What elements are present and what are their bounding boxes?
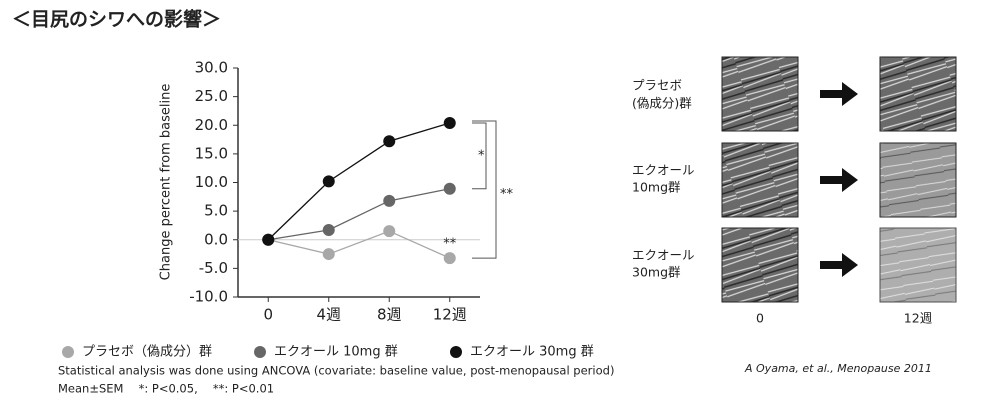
y-tick-label: 30.0 bbox=[195, 59, 228, 77]
y-tick-label: 0.0 bbox=[204, 230, 228, 248]
chart-title: ＜目尻のシワへの影響＞ bbox=[12, 8, 221, 31]
photos bbox=[721, 56, 957, 303]
y-axis-label: Change percent from baseline bbox=[159, 84, 174, 281]
y-tick-label: 5.0 bbox=[204, 202, 228, 220]
point bbox=[383, 194, 396, 207]
x-tick-label: 8週 bbox=[377, 306, 402, 324]
point bbox=[322, 248, 335, 261]
photo-row-label: エクオール bbox=[632, 248, 695, 263]
legend-marker bbox=[450, 346, 462, 358]
note: Statistical analysis was done using ANCO… bbox=[58, 364, 614, 378]
x-tick-label: 12週 bbox=[433, 306, 467, 324]
x-tick-label: 4週 bbox=[316, 306, 341, 324]
photo bbox=[879, 56, 957, 132]
point bbox=[322, 175, 335, 188]
arrow bbox=[820, 82, 858, 106]
note: Mean±SEM *: P<0.05, **: P<0.01 bbox=[58, 382, 274, 396]
point bbox=[443, 182, 456, 195]
annotation: * bbox=[478, 148, 485, 163]
photo bbox=[721, 227, 799, 303]
photo-row-label: プラセボ bbox=[632, 78, 682, 93]
citation: A Oyama, et al., Menopause 2011 bbox=[744, 362, 932, 375]
arrow bbox=[820, 253, 858, 277]
photo-row-label: エクオール bbox=[632, 163, 695, 178]
point bbox=[322, 224, 335, 237]
bracket bbox=[472, 120, 497, 259]
legend-marker bbox=[62, 346, 74, 358]
legend-label: エクオール 10mg 群 bbox=[274, 345, 398, 360]
photo bbox=[721, 142, 799, 218]
y-tick-label: -10.0 bbox=[189, 288, 228, 306]
point bbox=[443, 116, 456, 129]
legend-label: プラセボ（偽成分）群 bbox=[82, 345, 212, 360]
legend-label: エクオール 30mg 群 bbox=[470, 345, 594, 360]
point bbox=[383, 225, 396, 238]
point bbox=[443, 252, 456, 265]
photo bbox=[879, 142, 957, 218]
photo bbox=[721, 56, 799, 132]
annotation: ** bbox=[500, 187, 514, 202]
point bbox=[383, 135, 396, 148]
y-tick-label: 10.0 bbox=[195, 173, 228, 191]
photo-row-label: 10mg群 bbox=[632, 180, 681, 195]
photo-column-label: 0 bbox=[756, 311, 764, 326]
annotation: ** bbox=[443, 237, 457, 252]
y-tick-label: 15.0 bbox=[195, 144, 228, 162]
bracket bbox=[472, 122, 487, 190]
photo bbox=[879, 227, 957, 303]
y-tick-label: 20.0 bbox=[195, 116, 228, 134]
photo-row-label: (偽成分)群 bbox=[632, 96, 692, 111]
legend-marker bbox=[254, 346, 266, 358]
y-tick-label: 25.0 bbox=[195, 87, 228, 105]
photo-row-label: 30mg群 bbox=[632, 265, 681, 280]
y-tick-label: -5.0 bbox=[199, 259, 228, 277]
point bbox=[262, 233, 275, 246]
arrow bbox=[820, 168, 858, 192]
photo-column-label: 12週 bbox=[904, 311, 933, 326]
series-line bbox=[268, 188, 450, 241]
series-line bbox=[268, 230, 451, 259]
series-line bbox=[267, 122, 450, 241]
x-tick-label: 0 bbox=[263, 306, 273, 324]
